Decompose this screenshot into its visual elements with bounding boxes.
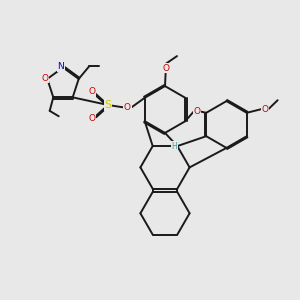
Text: O: O: [261, 105, 268, 114]
Text: O: O: [124, 103, 131, 112]
Text: O: O: [89, 114, 96, 123]
Text: O: O: [194, 107, 201, 116]
Text: O: O: [89, 87, 96, 96]
Text: O: O: [41, 74, 48, 83]
Text: S: S: [104, 100, 112, 110]
Text: N: N: [57, 62, 64, 71]
Text: H: H: [171, 142, 177, 151]
Text: O: O: [162, 64, 169, 73]
